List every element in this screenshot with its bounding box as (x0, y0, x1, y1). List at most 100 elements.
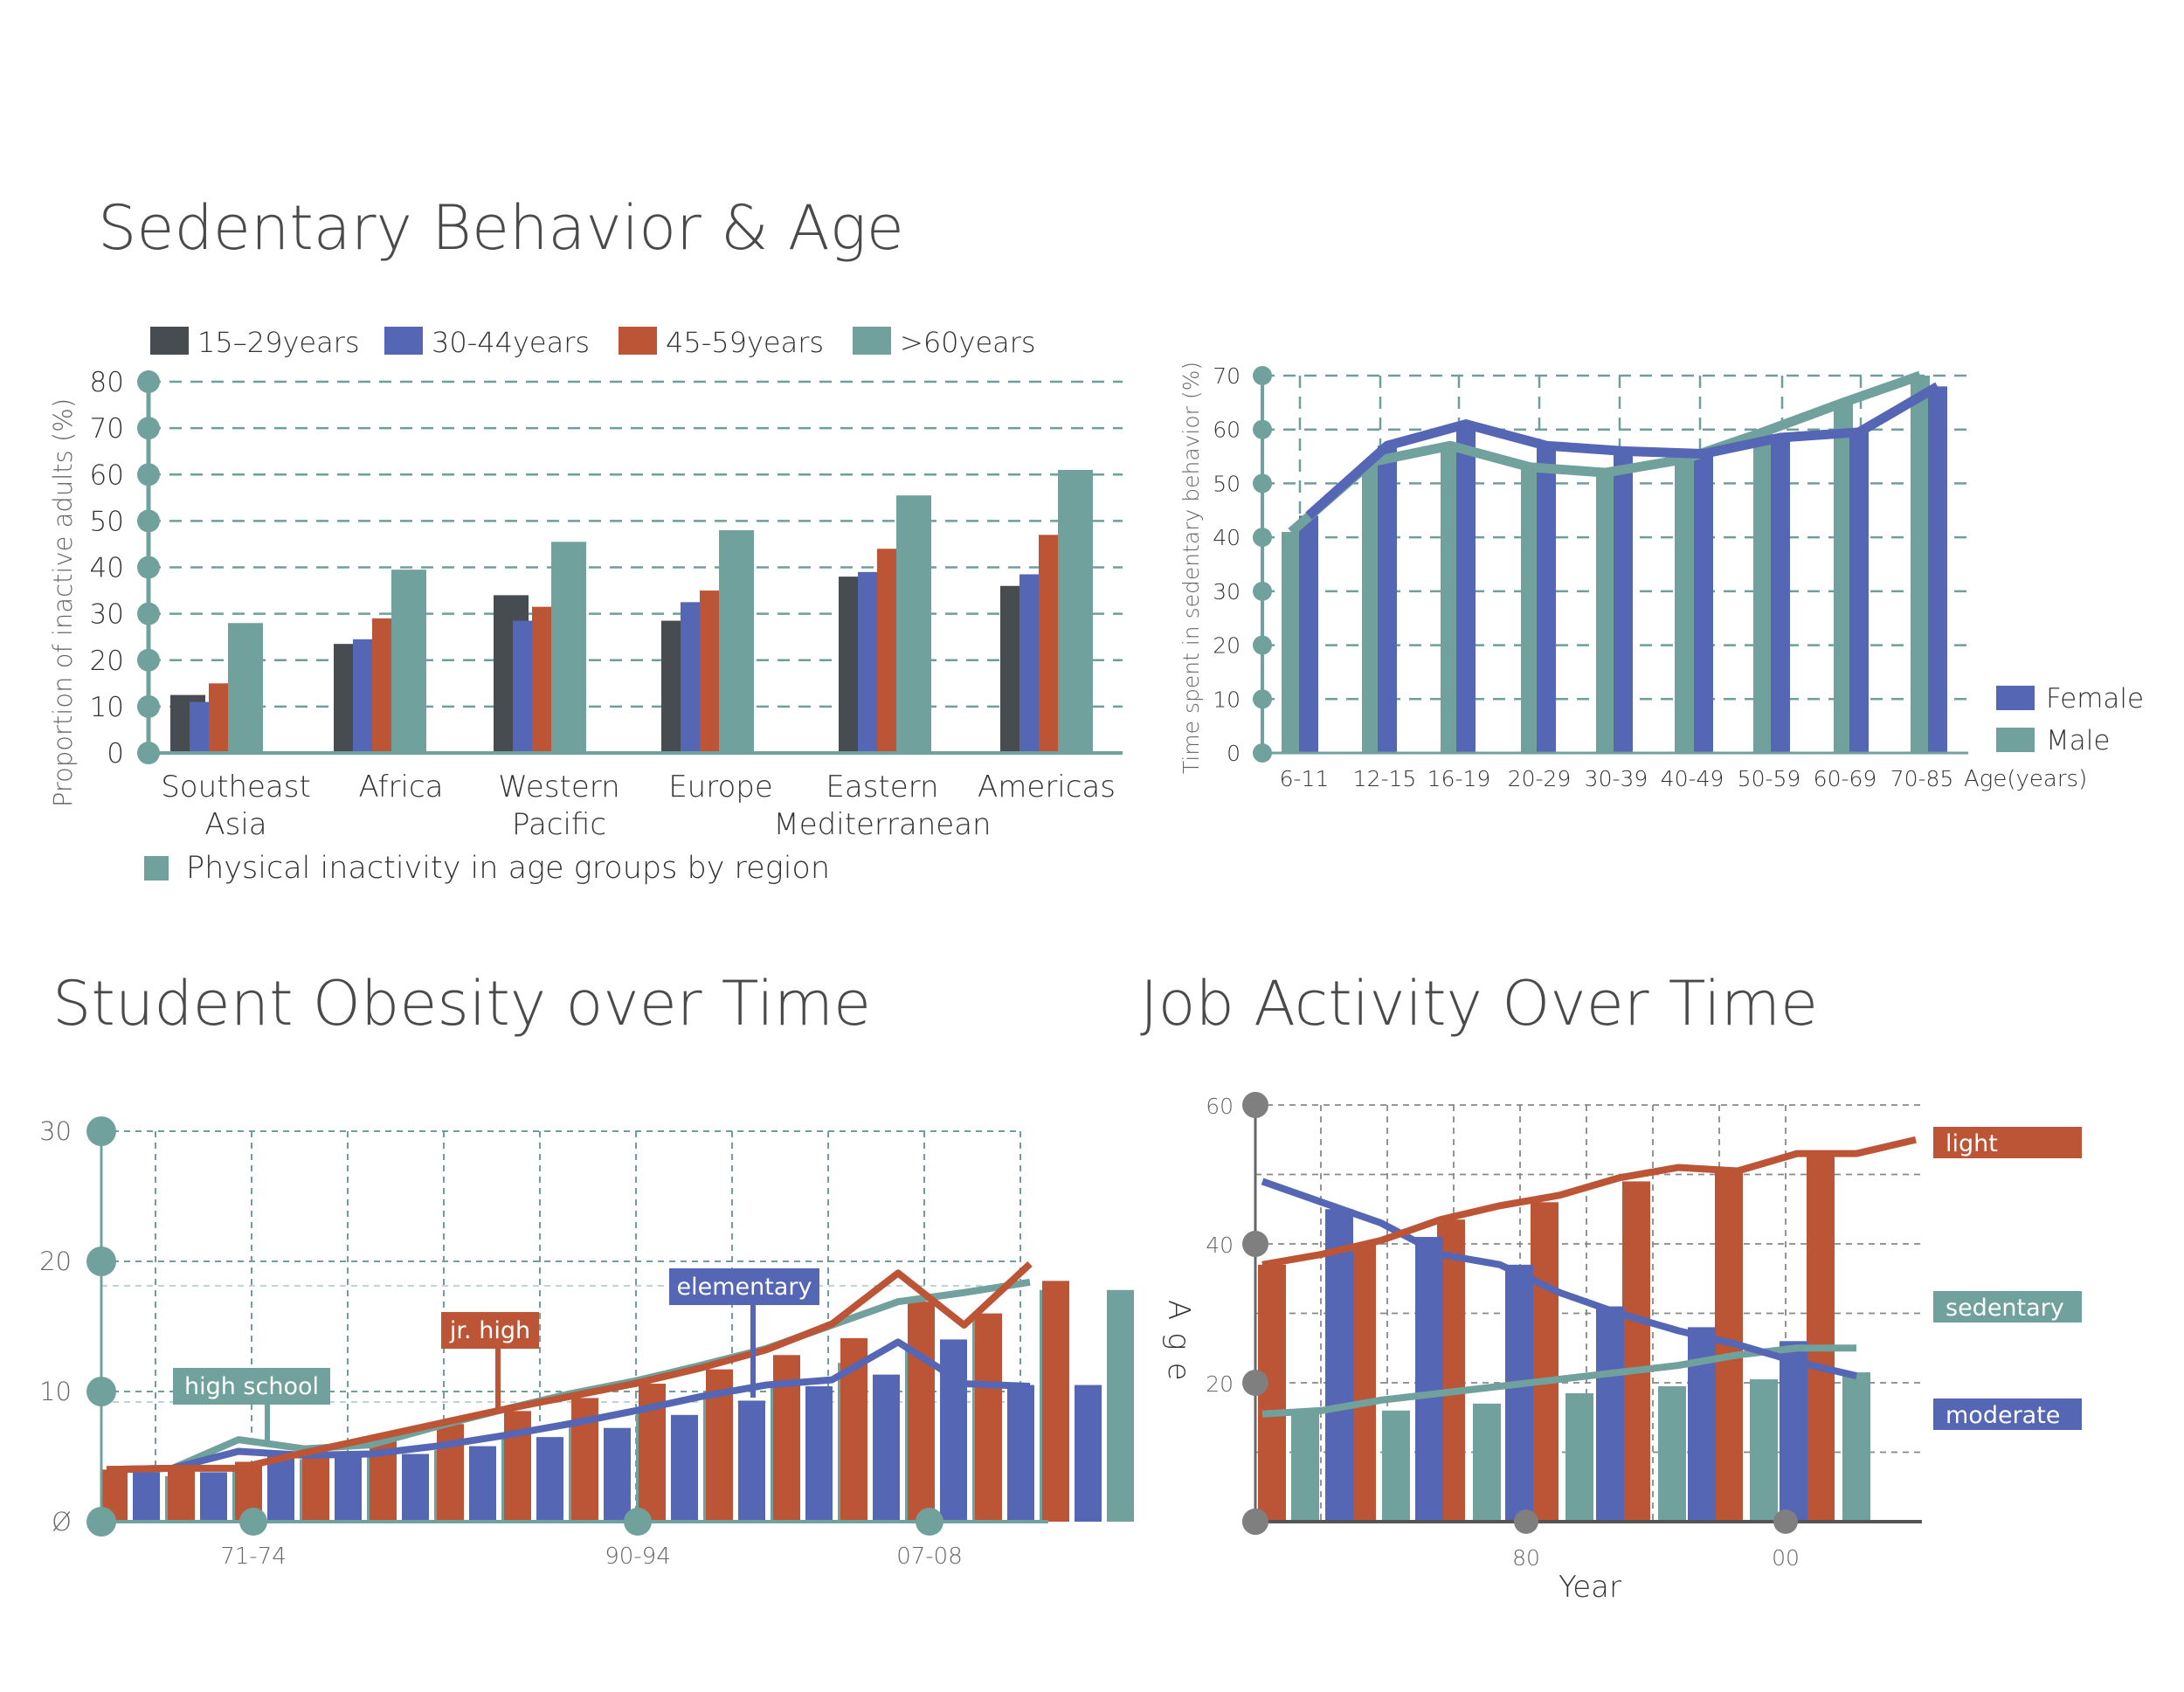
region-y-tick-label: 0 (107, 738, 124, 770)
age-bar-female-6 (1771, 437, 1790, 753)
obesity-lines (106, 1261, 1033, 1474)
age-legend: Female Male (1996, 683, 2144, 756)
obesity-x-tick-label: 90-94 (605, 1544, 671, 1570)
annotation-box (669, 1268, 819, 1305)
obesity-x-tick-dot (239, 1508, 267, 1536)
region-x-tick-label: Southeast (161, 770, 311, 805)
obesity-bar-elementary-6 (536, 1437, 563, 1522)
obesity-y-tick-label: 30 (39, 1116, 72, 1146)
job-bar-sedentary-0 (1291, 1413, 1319, 1522)
job-origin-dot (1242, 1509, 1268, 1535)
age-bar-male-7 (1834, 402, 1853, 753)
job-lines (1261, 1136, 1917, 1418)
age-legend-swatch (1996, 728, 2035, 752)
obesity-bar-jrhigh-14 (1042, 1281, 1069, 1522)
age-y-tick-label: 50 (1213, 471, 1241, 496)
obesity-y-tick-dot (86, 1507, 116, 1537)
age-y-tick-label: 20 (1213, 633, 1241, 659)
age-bar-male-2 (1441, 445, 1460, 753)
age-y-tick-label: 30 (1213, 579, 1241, 604)
obesity-bar-elementary-5 (469, 1446, 496, 1522)
age-y-tick-dot (1253, 689, 1272, 709)
job-bar-moderate-1 (1415, 1237, 1443, 1522)
obesity-bar-elementary-9 (738, 1400, 765, 1522)
title-job: Job Activity Over Time (1140, 968, 1818, 1039)
age-bar-male-0 (1282, 531, 1301, 753)
annotation-label: high school (184, 1373, 319, 1400)
obesity-bar-jrhigh-3 (302, 1453, 329, 1522)
job-bar-moderate-5 (1780, 1341, 1807, 1522)
region-y-tick-dot (137, 417, 160, 440)
job-y-tick-label: 20 (1206, 1371, 1234, 1397)
obesity-y-tick-dot (86, 1116, 116, 1146)
age-x-tick-label: 6-11 (1280, 766, 1330, 791)
region-y-tick-label: 10 (90, 692, 124, 723)
age-y-tick-label: 60 (1213, 418, 1241, 443)
age-x-tick-label: 20-29 (1508, 766, 1572, 791)
age-bar-female-7 (1849, 432, 1869, 753)
obesity-x-tick-label: 71-74 (220, 1544, 287, 1570)
obesity-bar-elementary-7 (604, 1427, 631, 1522)
obesity-bar-elementary-10 (805, 1386, 833, 1522)
job-x-axis-label: Year (1559, 1570, 1621, 1605)
job-bar-moderate-2 (1505, 1264, 1533, 1522)
obesity-bar-jrhigh-13 (975, 1313, 1002, 1522)
region-caption: Physical inactivity in age groups by reg… (186, 851, 830, 886)
obesity-x-tick-dot (916, 1508, 943, 1536)
region-bar-3-0 (228, 623, 263, 753)
job-bar-sedentary-2 (1473, 1403, 1501, 1522)
job-bar-moderate-3 (1596, 1306, 1624, 1522)
region-legend-label: 15–29years (197, 326, 360, 359)
age-y-tick-label: 0 (1227, 741, 1241, 766)
obesity-bar-elementary-14 (1075, 1385, 1102, 1522)
region-x-tick-label: Europe (668, 770, 773, 805)
job-axis (1254, 1105, 1922, 1523)
region-bar-3-1 (391, 570, 426, 753)
obesity-bar-jrhigh-5 (437, 1424, 464, 1522)
obesity-x-tick-label: 07-08 (896, 1544, 963, 1570)
annotation-box (173, 1368, 330, 1405)
region-x-tick-label: Eastern (826, 770, 938, 805)
obesity-y-tick-label: 20 (39, 1247, 72, 1276)
region-y-tick-label: 60 (90, 459, 124, 491)
age-x-tick-label: 70-85 (1890, 766, 1954, 791)
age-bar-female-5 (1694, 453, 1713, 753)
obesity-bar-elementary-0 (133, 1472, 160, 1522)
age-x-tick-label: 50-59 (1738, 766, 1801, 791)
age-bar-male-8 (1911, 376, 1930, 753)
region-y-tick-dot (137, 556, 160, 579)
age-x-tick-label: 16-19 (1427, 766, 1491, 791)
region-y-tick-dot (137, 509, 160, 533)
region-x-tick-label: Americas (978, 770, 1116, 805)
age-x-ticks: 6-11 12-15 16-19 20-29 30-39 40-49 50-59 60-69 7… (1280, 766, 1954, 791)
job-legend-swatch-moderate (1933, 1398, 2082, 1430)
age-y-ticks: 0 10 20 30 40 50 60 70 (1213, 363, 1272, 766)
age-bar-male-4 (1596, 473, 1615, 753)
region-y-tick-label: 50 (90, 506, 124, 537)
job-legend-label: light (1946, 1130, 1998, 1157)
job-bar-sedentary-6 (1842, 1372, 1870, 1522)
region-bar-3-4 (896, 495, 931, 753)
region-y-tick-label: 30 (90, 599, 124, 631)
age-y-tick-dot (1253, 635, 1272, 655)
job-bar-sedentary-3 (1565, 1392, 1593, 1522)
job-line-moderate (1261, 1177, 1857, 1379)
age-line-female (1305, 382, 1940, 520)
title-sedentary: Sedentary Behavior & Age (98, 192, 904, 264)
job-x-tick-label: 00 (1772, 1545, 1800, 1571)
region-legend: 15–29years 30-44years 45-59years >60years (150, 326, 1036, 359)
obesity-y-tick-dot (86, 1377, 116, 1406)
age-bar-male-3 (1521, 466, 1540, 753)
job-legend-swatch-light (1933, 1127, 2082, 1158)
title-obesity: Student Obesity over Time (52, 968, 871, 1039)
age-x-axis-label: Age(years) (1964, 766, 2087, 792)
region-x-tick-label: Pacific (512, 807, 606, 842)
age-y-tick-dot (1253, 743, 1272, 763)
obesity-bar-elementary-12 (940, 1339, 967, 1522)
region-legend-swatch (853, 327, 891, 355)
age-y-tick-label: 40 (1213, 525, 1241, 550)
